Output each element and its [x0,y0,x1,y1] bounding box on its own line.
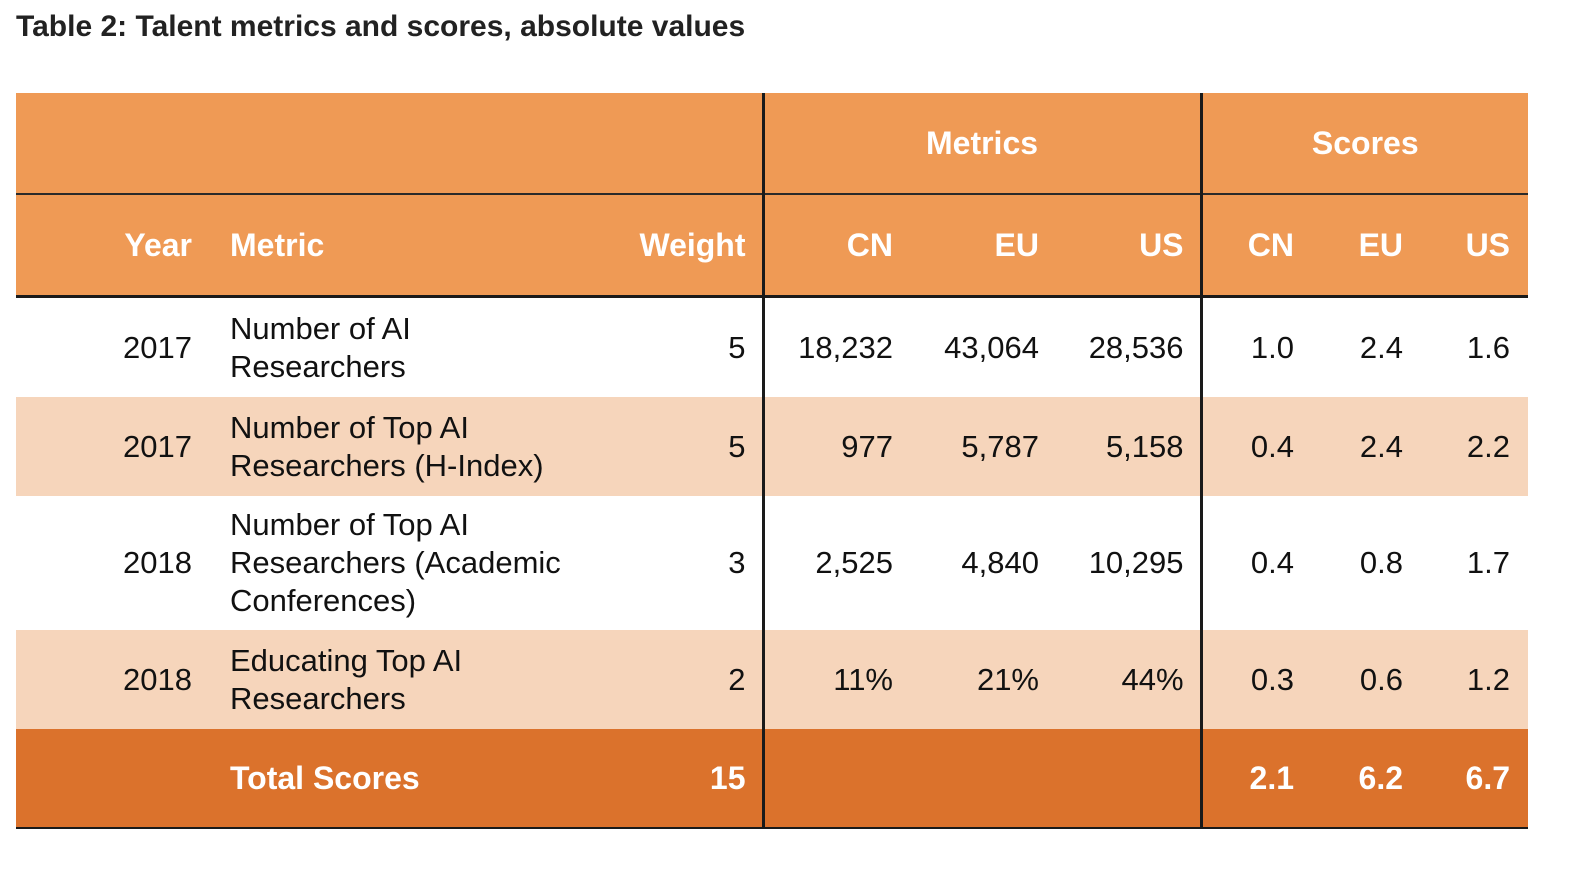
total-metrics-blank [1039,729,1203,829]
col-header-metric: Metric [230,194,600,298]
cell-year: 2018 [16,630,230,729]
col-header-scores-cn: CN [1201,194,1295,298]
table-row: 2018 Number of Top AI Researchers (Acade… [16,496,1529,630]
cell-scores-eu: 0.6 [1294,630,1404,729]
cell-metric: Number of Top AI Researchers (H-Index) [230,397,600,496]
metric-line: Researchers (Academic [230,545,561,580]
total-scores-us: 6.7 [1403,729,1529,829]
total-scores-eu: 6.2 [1294,729,1404,829]
cell-metrics-eu: 43,064 [893,296,1039,397]
cell-metrics-eu: 5,787 [893,397,1039,496]
cell-scores-eu: 2.4 [1294,296,1404,397]
cell-weight: 3 [600,496,765,630]
cell-metrics-us: 10,295 [1039,496,1203,630]
group-header-row: Metrics Scores [16,93,1529,195]
cell-metrics-us: 44% [1039,630,1203,729]
metric-line: Educating Top AI [230,642,463,678]
cell-metrics-cn: 2,525 [763,496,893,630]
cell-weight: 5 [600,296,765,397]
metric-line: Researchers [230,680,406,716]
metric-line: Researchers (H-Index) [230,447,544,483]
col-header-year: Year [16,194,230,298]
cell-year: 2017 [16,296,230,397]
talent-table: Metrics Scores Year Metric Weight CN EU … [16,93,1529,829]
cell-scores-us: 2.2 [1403,397,1529,496]
table-caption: Table 2: Talent metrics and scores, abso… [16,10,746,43]
cell-metric: Number of Top AI Researchers (Academic C… [230,496,600,630]
col-header-metrics-eu: EU [893,194,1039,298]
cell-scores-us: 1.7 [1403,496,1529,630]
total-weight: 15 [600,729,765,829]
cell-metrics-cn: 18,232 [763,296,893,397]
column-header-row: Year Metric Weight CN EU US CN EU US [16,194,1529,298]
cell-metrics-us: 5,158 [1039,397,1203,496]
cell-metric: Number of AI Researchers [230,296,600,397]
col-header-scores-us: US [1403,194,1529,298]
metric-line: Number of Top AI [230,507,469,542]
table-row: 2018 Educating Top AI Researchers 2 11% … [16,630,1529,729]
cell-metrics-eu: 21% [893,630,1039,729]
total-year-blank [16,729,230,829]
cell-year: 2017 [16,397,230,496]
group-header-blank [16,93,765,195]
total-scores-cn: 2.1 [1201,729,1295,829]
cell-weight: 5 [600,397,765,496]
cell-scores-cn: 0.4 [1201,397,1295,496]
metric-line: Number of AI [230,310,411,346]
metric-line: Conferences) [230,583,417,618]
cell-metrics-eu: 4,840 [893,496,1039,630]
table-row: 2017 Number of AI Researchers 5 18,232 4… [16,296,1529,397]
total-metrics-blank [763,729,893,829]
cell-metric: Educating Top AI Researchers [230,630,600,729]
cell-weight: 2 [600,630,765,729]
col-header-weight: Weight [600,194,765,298]
cell-metrics-cn: 11% [763,630,893,729]
cell-metrics-cn: 977 [763,397,893,496]
cell-scores-eu: 0.8 [1294,496,1404,630]
col-header-scores-eu: EU [1294,194,1404,298]
total-metrics-blank [893,729,1039,829]
metric-line: Researchers [230,348,406,384]
metric-line: Number of Top AI [230,409,469,445]
table-row: 2017 Number of Top AI Researchers (H-Ind… [16,397,1529,496]
cell-scores-cn: 1.0 [1201,296,1295,397]
cell-scores-us: 1.6 [1403,296,1529,397]
col-header-metrics-us: US [1039,194,1203,298]
group-header-metrics: Metrics [763,93,1203,195]
cell-scores-eu: 2.4 [1294,397,1404,496]
total-row: Total Scores 15 2.1 6.2 6.7 [16,729,1529,829]
cell-scores-cn: 0.3 [1201,630,1295,729]
cell-year: 2018 [16,496,230,630]
cell-scores-us: 1.2 [1403,630,1529,729]
cell-scores-cn: 0.4 [1201,496,1295,630]
cell-metrics-us: 28,536 [1039,296,1203,397]
col-header-metrics-cn: CN [763,194,893,298]
group-header-scores: Scores [1201,93,1529,195]
total-label: Total Scores [230,729,600,829]
